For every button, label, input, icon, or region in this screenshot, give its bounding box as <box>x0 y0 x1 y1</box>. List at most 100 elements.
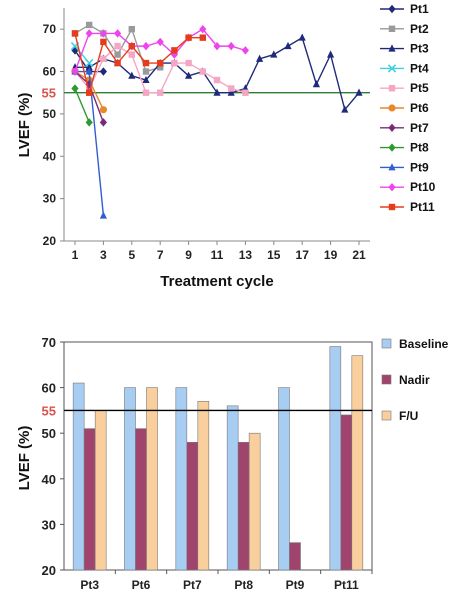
data-point <box>99 106 107 114</box>
legend-marker <box>388 123 396 132</box>
legend-label: Pt5 <box>410 81 429 95</box>
legend-marker <box>388 25 396 32</box>
y-tick-label: 60 <box>42 381 56 396</box>
legend: Pt1 Pt2 Pt3 Pt4 Pt5 Pt6 Pt7 Pt8 Pt9 Pt10 Pt11 <box>380 2 436 214</box>
bar-baseline <box>226 405 239 571</box>
legend-label: Pt11 <box>410 200 435 214</box>
legend-item: Pt9 <box>380 160 429 174</box>
legend-swatch <box>381 374 392 385</box>
data-point <box>270 50 278 58</box>
legend-item: Pt10 <box>380 180 436 194</box>
y-tick-label: 70 <box>42 335 56 350</box>
y-tick-label: 30 <box>42 517 56 532</box>
bar-nadir <box>83 428 96 571</box>
bar-fu <box>146 387 158 571</box>
x-tick-label: 17 <box>296 248 310 262</box>
bar-nadir <box>237 442 250 571</box>
data-point <box>86 85 93 92</box>
y-axis-label: LVEF (%) <box>16 93 33 158</box>
legend-label: Pt3 <box>410 42 429 56</box>
y-tick-label: 30 <box>43 192 57 206</box>
data-point <box>228 85 235 92</box>
data-point <box>199 34 206 41</box>
data-point <box>355 88 363 96</box>
legend-item: F/U <box>381 409 418 423</box>
data-point <box>157 89 164 96</box>
legend-marker <box>388 85 396 92</box>
legend-marker <box>387 64 397 73</box>
reference-line-label: 55 <box>42 86 56 101</box>
bar-baseline <box>278 387 290 571</box>
data-point <box>256 54 264 62</box>
data-point <box>99 118 107 127</box>
data-point <box>86 89 93 96</box>
data-point <box>213 76 221 84</box>
data-point <box>185 59 192 67</box>
legend-label: Pt1 <box>410 2 429 16</box>
bar-baseline <box>329 346 342 571</box>
x-tick-label: 11 <box>211 248 224 262</box>
data-point <box>213 88 221 96</box>
series-line <box>74 33 203 96</box>
x-tick-label: Pt9 <box>286 578 305 592</box>
series-pt8 <box>71 84 93 127</box>
data-point <box>199 68 206 75</box>
series-pt4 <box>70 41 94 68</box>
data-point <box>341 105 349 113</box>
data-point <box>71 30 79 37</box>
plot-frame <box>63 341 373 571</box>
legend-label: Pt6 <box>410 101 429 115</box>
y-tick-label: 40 <box>42 472 56 487</box>
x-tick-label: Pt7 <box>183 578 202 592</box>
legend-item: Pt7 <box>380 121 429 135</box>
bar-baseline <box>175 387 188 571</box>
x-tick-label: 7 <box>157 248 164 262</box>
legend-item: Pt4 <box>380 61 429 75</box>
legend-label: Nadir <box>399 373 430 387</box>
data-point <box>312 80 320 88</box>
legend-marker <box>388 183 396 192</box>
x-tick-label: 5 <box>128 248 135 262</box>
y-tick-label: 20 <box>43 234 57 248</box>
y-tick-label: 50 <box>43 107 57 121</box>
data-point <box>128 42 135 50</box>
legend-item: Pt8 <box>380 141 429 155</box>
bar-fu <box>248 432 261 571</box>
legend-label: Pt7 <box>410 121 429 135</box>
data-point <box>85 67 93 75</box>
x-tick-label: 15 <box>267 248 281 262</box>
x-tick-label: 21 <box>352 248 366 262</box>
data-point <box>71 84 79 93</box>
legend-marker <box>388 163 396 171</box>
data-point <box>85 63 93 71</box>
data-point <box>99 29 107 38</box>
y-tick-label: 60 <box>43 65 57 79</box>
legend-item: Baseline <box>381 337 449 351</box>
data-point <box>128 51 135 58</box>
x-tick-label: 13 <box>239 248 253 262</box>
legend-label: Baseline <box>399 337 449 351</box>
x-tick-label: Pt11 <box>334 578 359 592</box>
bar-chart: 20 30 40 50 60 70 Pt3 Pt6 Pt7 Pt8 Pt9 Pt11 55 LVEF (%… <box>16 335 449 592</box>
x-tick-label: 9 <box>185 248 192 262</box>
legend-marker <box>388 104 396 112</box>
data-point <box>99 67 107 76</box>
bar-nadir <box>340 414 353 571</box>
legend-marker <box>388 4 396 14</box>
reference-line-label: 55 <box>42 403 56 418</box>
data-point <box>114 42 121 50</box>
data-point <box>171 59 178 67</box>
data-point <box>100 55 107 63</box>
y-tick-label: 20 <box>42 563 56 578</box>
data-point <box>86 21 93 29</box>
y-tick-label: 40 <box>43 149 57 163</box>
data-point <box>227 88 235 96</box>
x-axis-label: Treatment cycle <box>160 273 273 290</box>
data-point <box>85 58 94 68</box>
legend-swatch <box>381 338 392 349</box>
data-point <box>213 41 221 51</box>
series-pt5 <box>71 42 249 96</box>
data-point <box>128 25 135 33</box>
data-point <box>71 46 79 55</box>
